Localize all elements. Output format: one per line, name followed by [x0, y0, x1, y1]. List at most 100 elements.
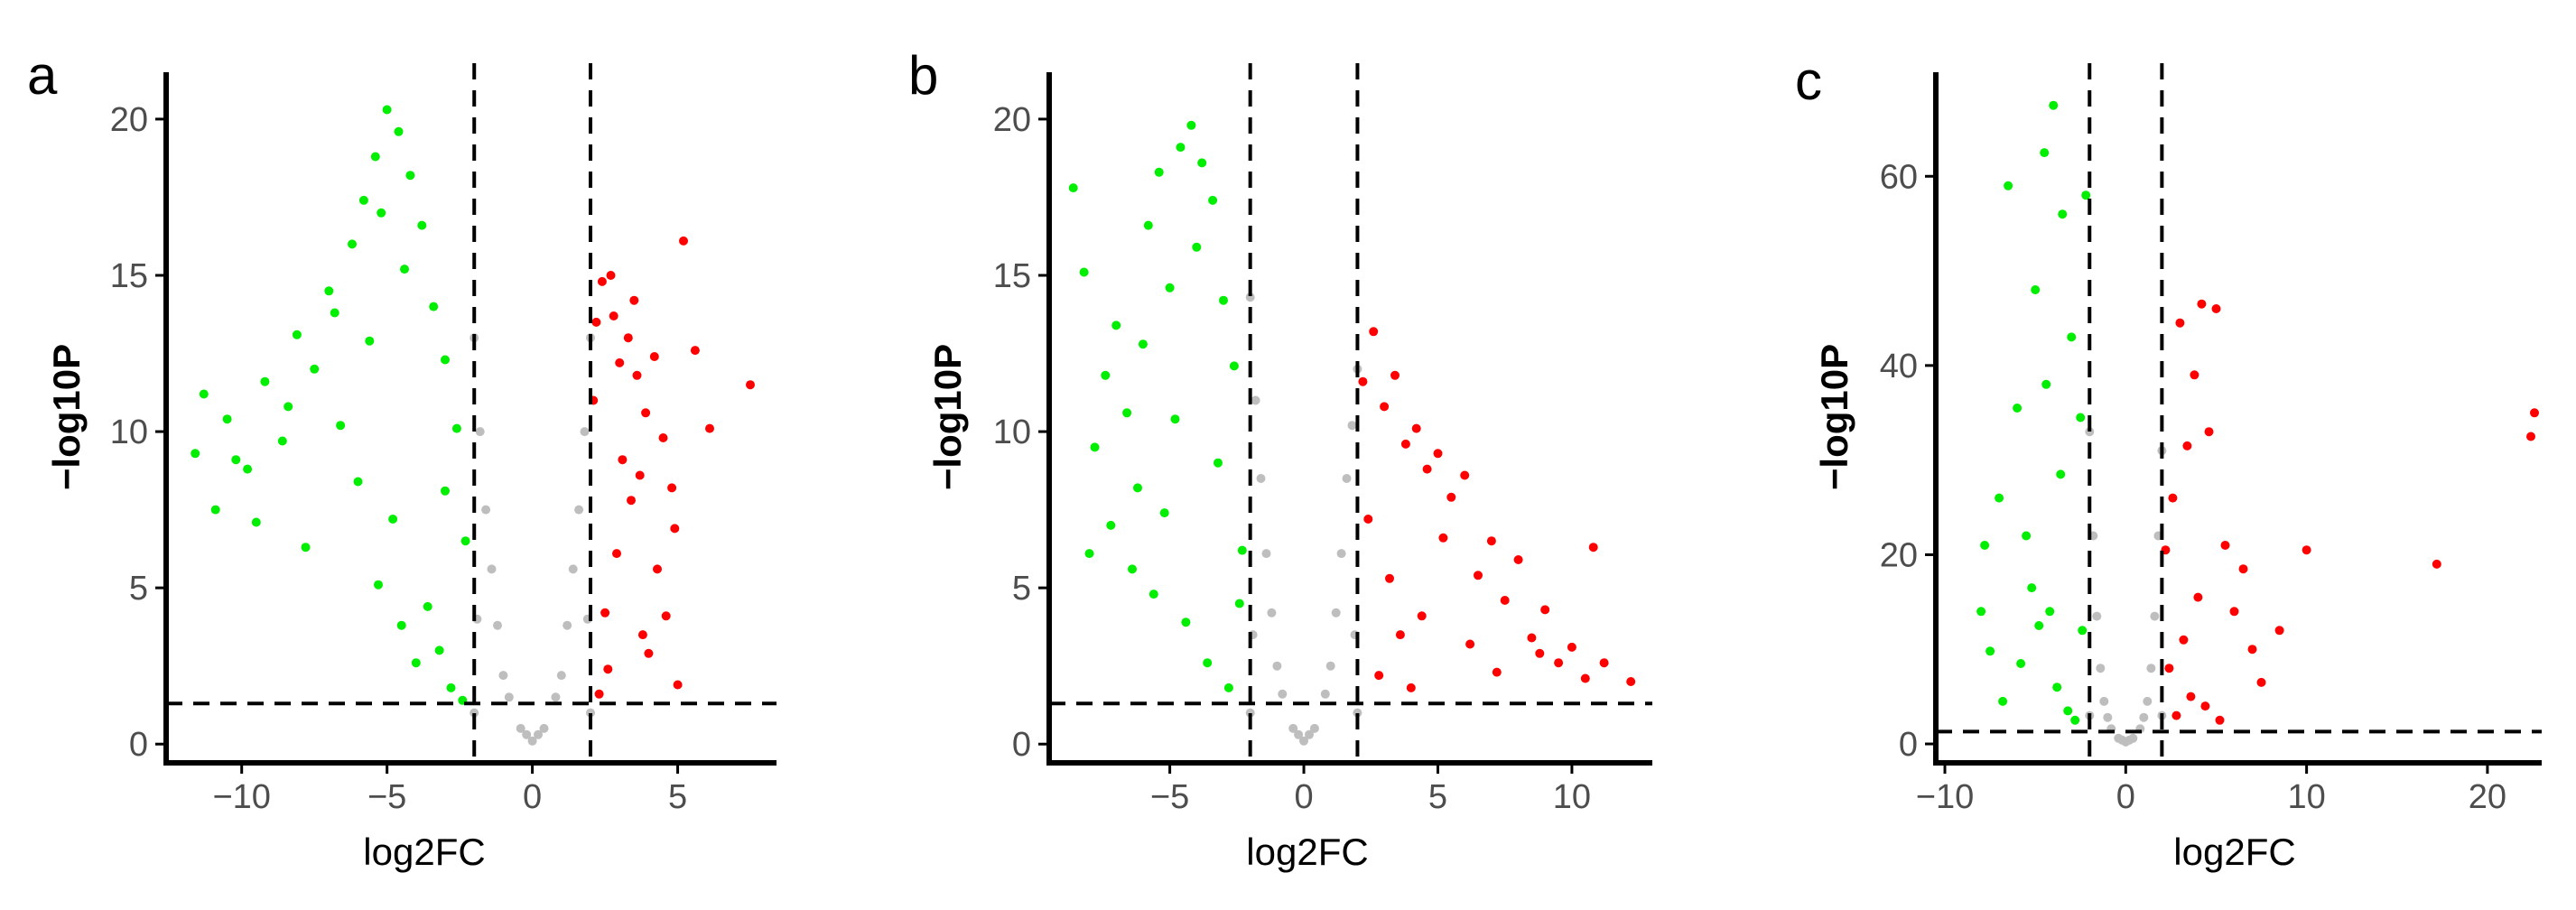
panel-b-point [1278, 689, 1288, 699]
panel-a-point [606, 271, 616, 280]
panel-a-point [612, 549, 621, 559]
panel-c-point [2070, 715, 2080, 725]
panel-b-point [1400, 439, 1410, 449]
panel-a-point [394, 126, 404, 136]
panel-a-point [382, 105, 392, 115]
panel-b-y-tick-label: 0 [1012, 726, 1031, 764]
panel-b-point [1229, 361, 1239, 371]
panel-a-point [586, 708, 595, 718]
panel-a-point [487, 564, 497, 574]
panel-c-point [2168, 493, 2178, 503]
panel-c-point [2056, 469, 2066, 479]
panel-c-point [2125, 735, 2134, 745]
panel-b-point [1358, 376, 1368, 386]
panel-a-point [600, 608, 610, 618]
panel-b-y-tick-label: 10 [993, 413, 1031, 451]
panel-a-point [690, 346, 700, 356]
panel-c-point [2081, 190, 2091, 200]
panel-b-point [1309, 723, 1319, 733]
panel-b-point [1417, 611, 1427, 621]
panel-c-point [2150, 611, 2160, 621]
panel-a-point [222, 414, 232, 424]
panel-a-y-axis-title: −log10P [45, 344, 88, 490]
panel-a-point [388, 515, 398, 524]
panel-b-point [1245, 708, 1255, 718]
panel-c-point [2229, 607, 2239, 617]
panel-b-point [1111, 320, 1121, 330]
panel-c-x-tick-label: 0 [2116, 778, 2135, 816]
panel-b-point [1599, 658, 1609, 668]
panel-a-x-tick-label: −5 [367, 778, 406, 816]
panel-a-point [623, 333, 633, 343]
panel-b-point [1165, 283, 1175, 292]
panel-b-point [1353, 708, 1362, 718]
panel-a-point [191, 449, 200, 459]
panel-b-point [1223, 682, 1233, 692]
panel-a-point [396, 620, 406, 630]
panel-b-point [1535, 648, 1545, 658]
panel-a-point [284, 402, 293, 412]
panel-b-point [1294, 729, 1304, 739]
panel-b-point [1084, 549, 1094, 559]
panel-a-point [534, 729, 543, 739]
panel-a-point [417, 220, 427, 230]
panel-a-point [670, 524, 680, 534]
panel-b-point [1203, 658, 1213, 668]
panel-c-point [2027, 583, 2037, 593]
panel-c-point [1998, 696, 2008, 706]
panel-b-point [1433, 449, 1443, 459]
panel-a-point [324, 286, 334, 296]
panel-c-point [1980, 541, 1990, 550]
panel-a-point [597, 276, 607, 286]
panel-c-y-tick-label: 40 [1880, 348, 1918, 385]
panel-c-point [2092, 611, 2102, 621]
panel-a-x-axis-title: log2FC [363, 831, 485, 873]
panel-a-point [641, 408, 651, 418]
panel-b-point [1288, 723, 1298, 733]
panel-b-point [1374, 671, 1384, 681]
panel-c-point [2530, 408, 2539, 418]
panel-b-point [1465, 639, 1475, 649]
panel-b: b −5 0 5 10 0 5 10 15 20 log2FC −log10P [908, 45, 1652, 873]
panel-c-point [1976, 607, 1986, 617]
panel-a-point [353, 477, 363, 487]
panel-c-letter: c [1795, 51, 1822, 111]
panel-c-point [2193, 592, 2203, 602]
panel-a-point [498, 671, 508, 681]
panel-a-point [516, 723, 525, 733]
panel-a-point [563, 620, 572, 630]
panel-c-point [2016, 659, 2026, 668]
panel-b-point [1363, 515, 1373, 524]
panel-a-point [615, 358, 625, 367]
panel-b-y-tick-label: 20 [993, 101, 1031, 139]
panel-b-point [1159, 508, 1169, 518]
panel-c-point [2096, 664, 2106, 673]
panel-a-point [661, 611, 671, 621]
panel-a-y-tick-label: 15 [110, 257, 148, 295]
panel-a-point [429, 302, 439, 311]
panel-a-point [649, 352, 659, 361]
panel-a-point [746, 380, 755, 390]
panel-b-point [1261, 549, 1271, 559]
panel-b-point [1331, 608, 1341, 618]
panel-b-x-tick-label: −5 [1150, 778, 1189, 816]
panel-b-point [1214, 458, 1223, 468]
panel-a-point [377, 208, 386, 218]
panel-a-point [568, 564, 578, 574]
panel-a-point [441, 355, 450, 365]
panel-b-point [1325, 661, 1335, 671]
panel-a-point [348, 239, 357, 249]
panel-b-x-tick-label: 10 [1553, 778, 1591, 816]
panel-a-point [609, 311, 618, 320]
panel-a-point [637, 630, 647, 640]
panel-c-point [2034, 621, 2044, 630]
panel-c-point [2063, 706, 2073, 716]
panel-c-point [2215, 715, 2225, 725]
panel-a-point [243, 464, 253, 474]
panel-c-point [2045, 607, 2055, 617]
panel-a-point [370, 152, 380, 162]
panel-a-point [251, 517, 261, 527]
panel-a-point [580, 427, 590, 437]
panel-c-x-tick-label: 10 [2287, 778, 2325, 816]
